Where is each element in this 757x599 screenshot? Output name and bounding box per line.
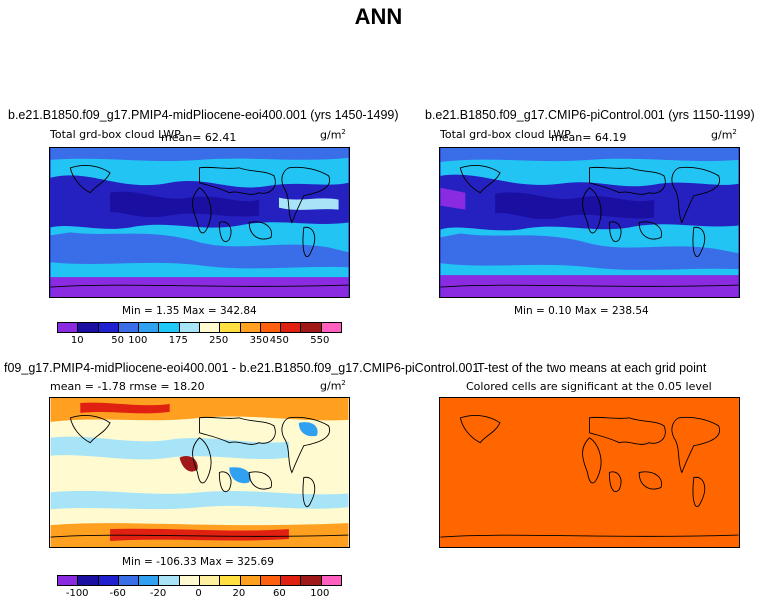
panel1-subtitle: Total grd-box cloud LWP [50,128,181,141]
colorbar-swatch [159,323,180,332]
colorbar-swatch [301,576,322,585]
colorbar-swatch [179,323,200,332]
colorbar-tick-label: -20 [149,588,167,599]
panel4-subtitle: Colored cells are significant at the 0.0… [466,380,712,393]
panel1-map [49,147,350,298]
panel3-map [49,397,350,548]
panel3-title: f09_g17.PMIP4-midPliocene-eoi400.001 - b… [4,361,480,375]
panel2-map [439,147,740,298]
panel1-minmax: Min = 1.35 Max = 342.84 [122,305,257,317]
colorbar-swatch [199,323,221,332]
figure-title: ANN [354,4,403,29]
panel4-title: T-test of the two means at each grid poi… [477,361,707,375]
colorbar-swatch [321,323,341,332]
colorbar-swatch [118,323,140,332]
colorbar-swatch [199,576,221,585]
panel2-subtitle: Total grd-box cloud LWP [440,128,571,141]
colorbar-swatch [118,576,140,585]
colorbar-tick-label: 100 [128,335,148,346]
colorbar-swatch [281,323,302,332]
colorbar-swatch [139,323,160,332]
colorbar-tick-label: 50 [111,335,125,346]
colorbar-swatch [78,323,99,332]
colorbar-tick-label: -60 [109,588,126,599]
colorbar-tick-label: 250 [209,335,229,346]
colorbar-tick-label: 60 [272,588,286,599]
panel3-minmax: Min = -106.33 Max = 325.69 [122,556,274,568]
colorbar-swatch [260,323,282,332]
colorbar-swatch [240,576,261,585]
panel3-units: g/m2 [320,379,346,393]
colorbar-tick-label: 175 [168,335,188,346]
colorbar-swatch [220,576,241,585]
colorbar-tick-label: 0 [195,588,202,599]
colorbar-top [57,322,342,333]
colorbar-bottom [57,575,342,586]
panel1-mean: mean= 62.41 [161,131,237,144]
colorbar-tick-label: 100 [310,588,330,599]
colorbar-tick-label: 20 [232,588,246,599]
panel2-units: g/m2 [711,128,737,142]
panel1-title: b.e21.B1850.f09_g17.PMIP4-midPliocene-eo… [8,108,399,122]
colorbar-swatch [179,576,200,585]
colorbar-tick-label: -100 [65,588,89,599]
colorbar-swatch [321,576,341,585]
colorbar-tick-label: 350 [249,335,269,346]
colorbar-swatch [139,576,160,585]
colorbar-swatch [78,576,99,585]
colorbar-swatch [98,576,119,585]
colorbar-swatch [301,323,322,332]
panel3-subtitle: mean = -1.78 rmse = 18.20 [50,380,205,393]
panel4-map [439,397,740,548]
colorbar-swatch [58,576,79,585]
panel2-minmax: Min = 0.10 Max = 238.54 [514,305,649,317]
colorbar-swatch [220,323,241,332]
colorbar-tick-label: 450 [269,335,289,346]
colorbar-swatch [240,323,261,332]
colorbar-swatch [260,576,282,585]
colorbar-tick-label: 550 [310,335,330,346]
colorbar-swatch [58,323,79,332]
colorbar-tick-label: 10 [70,335,84,346]
panel2-title: b.e21.B1850.f09_g17.CMIP6-piControl.001 … [425,108,755,122]
panel2-mean: mean= 64.19 [551,131,627,144]
panel1-units: g/m2 [320,128,346,142]
colorbar-swatch [281,576,302,585]
colorbar-swatch [159,576,180,585]
colorbar-swatch [98,323,119,332]
